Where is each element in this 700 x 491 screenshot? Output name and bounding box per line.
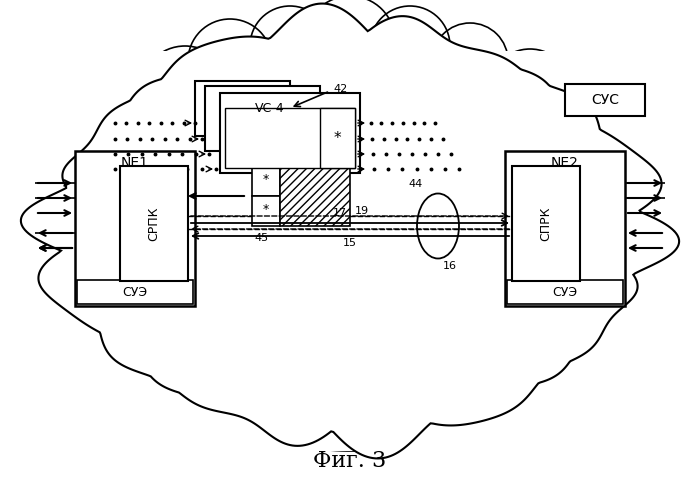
Circle shape: [432, 23, 508, 99]
Text: СУС: СУС: [591, 93, 619, 107]
FancyBboxPatch shape: [75, 151, 195, 306]
Text: *: *: [263, 202, 269, 216]
FancyBboxPatch shape: [252, 196, 280, 226]
Text: 16: 16: [443, 261, 457, 271]
Text: VC-4: VC-4: [256, 102, 285, 114]
Circle shape: [385, 341, 475, 431]
FancyBboxPatch shape: [120, 166, 188, 281]
Text: 44: 44: [408, 179, 422, 189]
Text: NE2: NE2: [551, 156, 579, 170]
FancyBboxPatch shape: [252, 166, 280, 196]
Circle shape: [510, 296, 590, 376]
FancyBboxPatch shape: [77, 280, 193, 304]
Circle shape: [519, 215, 611, 307]
Circle shape: [488, 49, 572, 133]
FancyBboxPatch shape: [320, 108, 355, 168]
Text: *: *: [263, 172, 269, 186]
FancyBboxPatch shape: [205, 86, 320, 151]
FancyBboxPatch shape: [280, 166, 350, 226]
Circle shape: [302, 345, 398, 441]
Text: 42: 42: [333, 84, 347, 94]
Text: СРПК: СРПК: [148, 206, 160, 241]
Text: 45: 45: [254, 233, 268, 243]
Circle shape: [140, 46, 230, 136]
Circle shape: [225, 341, 315, 431]
Circle shape: [512, 273, 598, 359]
FancyBboxPatch shape: [565, 84, 645, 116]
Circle shape: [370, 6, 450, 86]
Text: 15: 15: [343, 238, 357, 248]
Circle shape: [527, 143, 623, 239]
Circle shape: [92, 213, 188, 309]
Text: СПРК: СПРК: [540, 206, 552, 241]
Circle shape: [158, 319, 242, 403]
Circle shape: [250, 6, 330, 86]
Circle shape: [102, 83, 198, 179]
Circle shape: [458, 324, 542, 408]
Circle shape: [80, 141, 180, 241]
Circle shape: [305, 0, 395, 86]
Polygon shape: [21, 3, 679, 459]
FancyBboxPatch shape: [220, 93, 360, 173]
FancyBboxPatch shape: [195, 81, 290, 136]
Circle shape: [110, 276, 200, 366]
FancyBboxPatch shape: [507, 280, 623, 304]
FancyBboxPatch shape: [505, 151, 625, 306]
Text: Фиг. 3: Фиг. 3: [314, 450, 386, 472]
Circle shape: [120, 0, 580, 451]
Text: NE1: NE1: [121, 156, 149, 170]
Text: *: *: [334, 131, 342, 145]
Text: 19: 19: [355, 206, 369, 216]
Text: 17: 17: [333, 208, 347, 218]
FancyBboxPatch shape: [225, 108, 355, 168]
FancyBboxPatch shape: [30, 51, 670, 451]
Circle shape: [515, 86, 605, 176]
Text: СУЭ: СУЭ: [122, 285, 148, 299]
Circle shape: [188, 19, 272, 103]
FancyBboxPatch shape: [512, 166, 580, 281]
Text: СУЭ: СУЭ: [552, 285, 578, 299]
